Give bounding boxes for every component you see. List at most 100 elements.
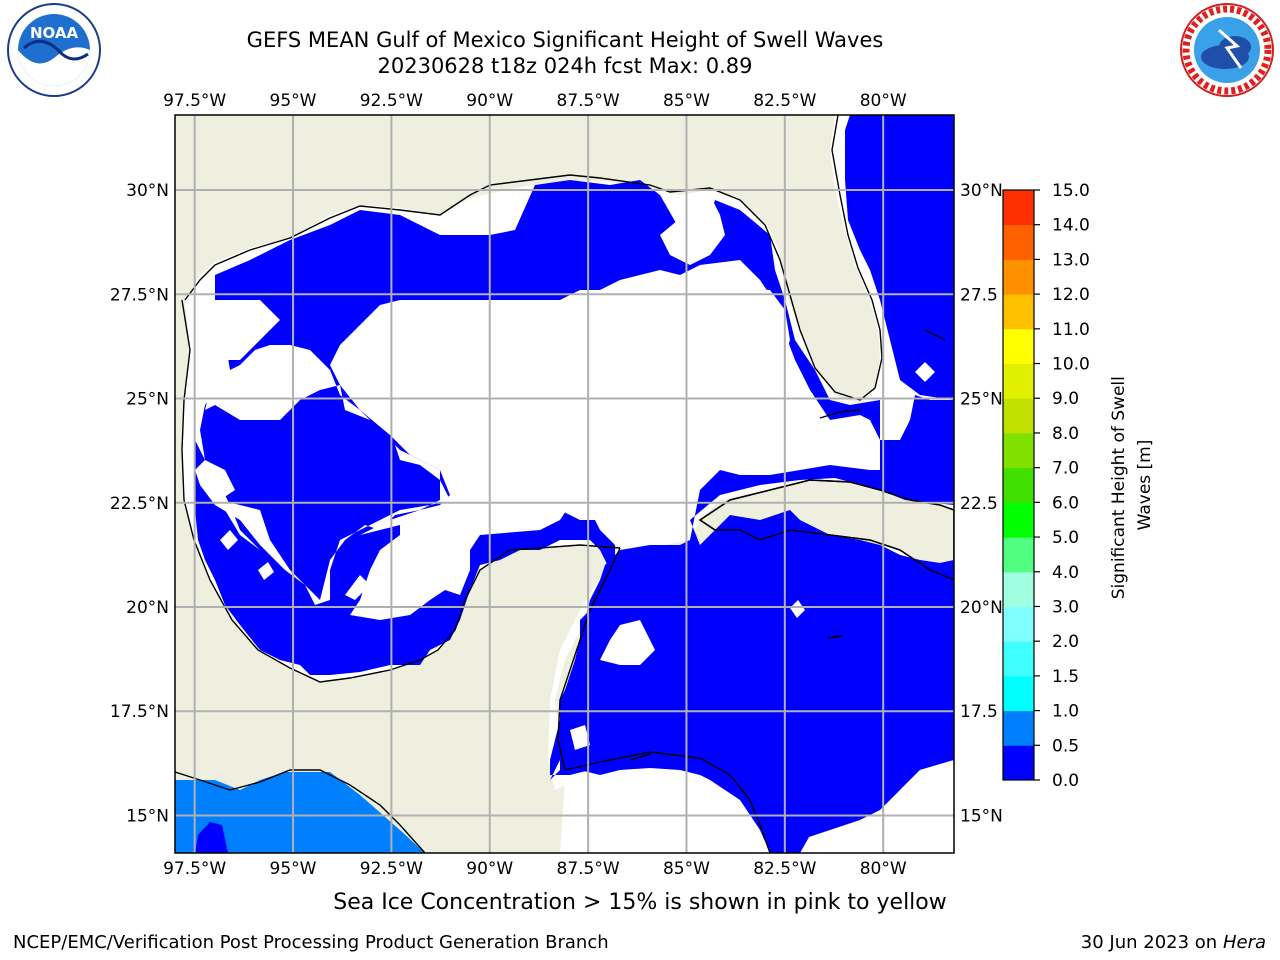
colorbar-segment <box>1003 363 1034 399</box>
noaa-logo-text: NOAA <box>30 24 79 42</box>
lon-labels-top: 97.5°W 95°W 92.5°W 90°W 87.5°W 85°W 82.5°W 80°W <box>163 91 907 111</box>
lon-label-bottom: 82.5°W <box>753 859 816 879</box>
lat-labels-left: 30°N 27.5°N 25°N 22.5°N 20°N 17.5°N 15°N <box>110 181 169 826</box>
no-data-patch <box>220 530 238 550</box>
sea-ice-note-text: Sea Ice Concentration > 15% is shown in … <box>333 890 947 915</box>
colorbar-segment <box>1003 224 1034 260</box>
lat-label-left: 15°N <box>126 806 169 826</box>
colorbar-segment <box>1003 537 1034 573</box>
footer-date: 30 Jun 2023 on Hera <box>1081 932 1266 953</box>
lat-label-left: 17.5°N <box>110 702 169 722</box>
no-data-patch <box>660 195 725 265</box>
lon-label-bottom: 97.5°W <box>163 859 226 879</box>
lon-label-top: 90°W <box>466 91 513 111</box>
no-data-patch <box>680 288 790 375</box>
lat-label-left: 25°N <box>126 390 169 410</box>
colorbar-segment <box>1003 606 1034 642</box>
colorbar <box>1003 190 1034 781</box>
lon-label-top: 87.5°W <box>557 91 620 111</box>
lat-label-left: 20°N <box>126 598 169 618</box>
colorbar-tick-label: 3.0 <box>1052 597 1079 617</box>
map-title: GEFS MEAN Gulf of Mexico Significant Hei… <box>246 28 884 52</box>
lon-label-top: 95°W <box>270 91 317 111</box>
lon-label-bottom: 95°W <box>270 859 317 879</box>
colorbar-segment <box>1003 571 1034 607</box>
colorbar-segment <box>1003 190 1034 226</box>
footer-host: Hera <box>1222 932 1266 953</box>
lon-label-bottom: 92.5°W <box>360 859 423 879</box>
lat-label-left: 22.5°N <box>110 494 169 514</box>
colorbar-tick-label: 10.0 <box>1052 355 1090 375</box>
colorbar-tick-label: 0.5 <box>1052 736 1079 756</box>
lon-label-top: 80°W <box>860 91 907 111</box>
lat-label-right: 27.5 <box>960 285 998 305</box>
colorbar-segment <box>1003 398 1034 434</box>
no-data-patch <box>790 600 805 618</box>
colorbar-tick-label: 0.0 <box>1052 771 1079 791</box>
lat-labels-right: 30°N 27.5 25°N 22.5 20°N 17.5 15°N <box>960 181 1003 826</box>
lat-label-right: 30°N <box>960 181 1003 201</box>
colorbar-tick-label: 13.0 <box>1052 250 1090 270</box>
colorbar-tick-label: 6.0 <box>1052 493 1079 513</box>
colorbar-tick-label: 9.0 <box>1052 389 1079 409</box>
swell-region-caribbean <box>560 515 954 853</box>
lat-label-right: 15°N <box>960 806 1003 826</box>
lat-label-right: 25°N <box>960 390 1003 410</box>
lon-labels-bottom: 97.5°W 95°W 92.5°W 90°W 87.5°W 85°W 82.5°W 80°W <box>163 859 907 879</box>
map-figure: 97.5°W 95°W 92.5°W 90°W 87.5°W 85°W 82.5°W 80°W… <box>110 91 1155 879</box>
lon-label-bottom: 85°W <box>663 859 710 879</box>
map-panel <box>175 115 954 853</box>
no-data-patch <box>258 562 274 580</box>
colorbar-frame <box>1002 189 1035 781</box>
swell-region-pacific <box>175 772 425 853</box>
colorbar-tick-label: 4.0 <box>1052 563 1079 583</box>
map-subtitle: 20230628 t18z 024h fcst Max: 0.89 <box>377 54 753 78</box>
no-data-patch <box>345 575 370 600</box>
colorbar-segment <box>1003 710 1034 746</box>
no-data-patch <box>915 362 935 382</box>
caribbean-water <box>560 756 760 853</box>
colorbar-tick-label: 5.0 <box>1052 528 1079 548</box>
colorbar-tick-label: 8.0 <box>1052 424 1079 444</box>
colorbar-segment <box>1003 641 1034 677</box>
lon-label-bottom: 90°W <box>466 859 513 879</box>
footer-date-text: 30 Jun 2023 on <box>1080 932 1218 953</box>
colorbar-tick-label: 11.0 <box>1052 320 1090 340</box>
colorbar-segment <box>1003 328 1034 365</box>
colorbar-segment <box>1003 432 1034 469</box>
colorbar-segment <box>1003 259 1034 295</box>
sea-ice-note: Sea Ice Concentration > 15% is shown in … <box>0 890 1280 915</box>
colorbar-tick-label: 1.5 <box>1052 667 1079 687</box>
lon-label-bottom: 87.5°W <box>557 859 620 879</box>
lat-label-left: 30°N <box>126 181 169 201</box>
colorbar-tick-label: 7.0 <box>1052 459 1079 479</box>
colorbar-tick-label: 12.0 <box>1052 285 1090 305</box>
lat-label-left: 27.5°N <box>110 285 169 305</box>
noaa-logo: NOAA <box>7 3 101 97</box>
colorbar-tick-label: 2.0 <box>1052 632 1079 652</box>
no-data-patch <box>890 760 954 853</box>
colorbar-tick-label: 14.0 <box>1052 216 1090 236</box>
colorbar-segment <box>1003 675 1034 712</box>
lon-label-bottom: 80°W <box>860 859 907 879</box>
lon-label-top: 85°W <box>663 91 710 111</box>
map-frame <box>174 114 955 854</box>
colorbar-segment <box>1003 502 1034 538</box>
swell-region-pacific-low <box>195 822 228 853</box>
colorbar-tick-label: 1.0 <box>1052 702 1079 722</box>
lon-label-top: 92.5°W <box>360 91 423 111</box>
colorbar-segment <box>1003 294 1034 330</box>
lon-label-top: 97.5°W <box>163 91 226 111</box>
no-data-patch <box>760 428 776 445</box>
colorbar-label: Significant Height of Swell Waves [m] <box>1109 371 1155 600</box>
colorbar-segment <box>1003 745 1034 781</box>
lat-label-right: 22.5 <box>960 494 998 514</box>
footer-branch: NCEP/EMC/Verification Post Processing Pr… <box>13 932 609 953</box>
lon-label-top: 82.5°W <box>753 91 816 111</box>
colorbar-ticks: 0.0 0.5 1.0 1.5 2.0 3.0 4.0 5.0 6.0 7.0 8.0 9.0 10.0… <box>1034 181 1090 791</box>
no-data-patch <box>570 725 590 750</box>
no-data-patch <box>730 430 748 452</box>
no-data-patch <box>600 620 655 665</box>
nws-logo <box>1180 3 1274 97</box>
colorbar-segment <box>1003 467 1034 503</box>
